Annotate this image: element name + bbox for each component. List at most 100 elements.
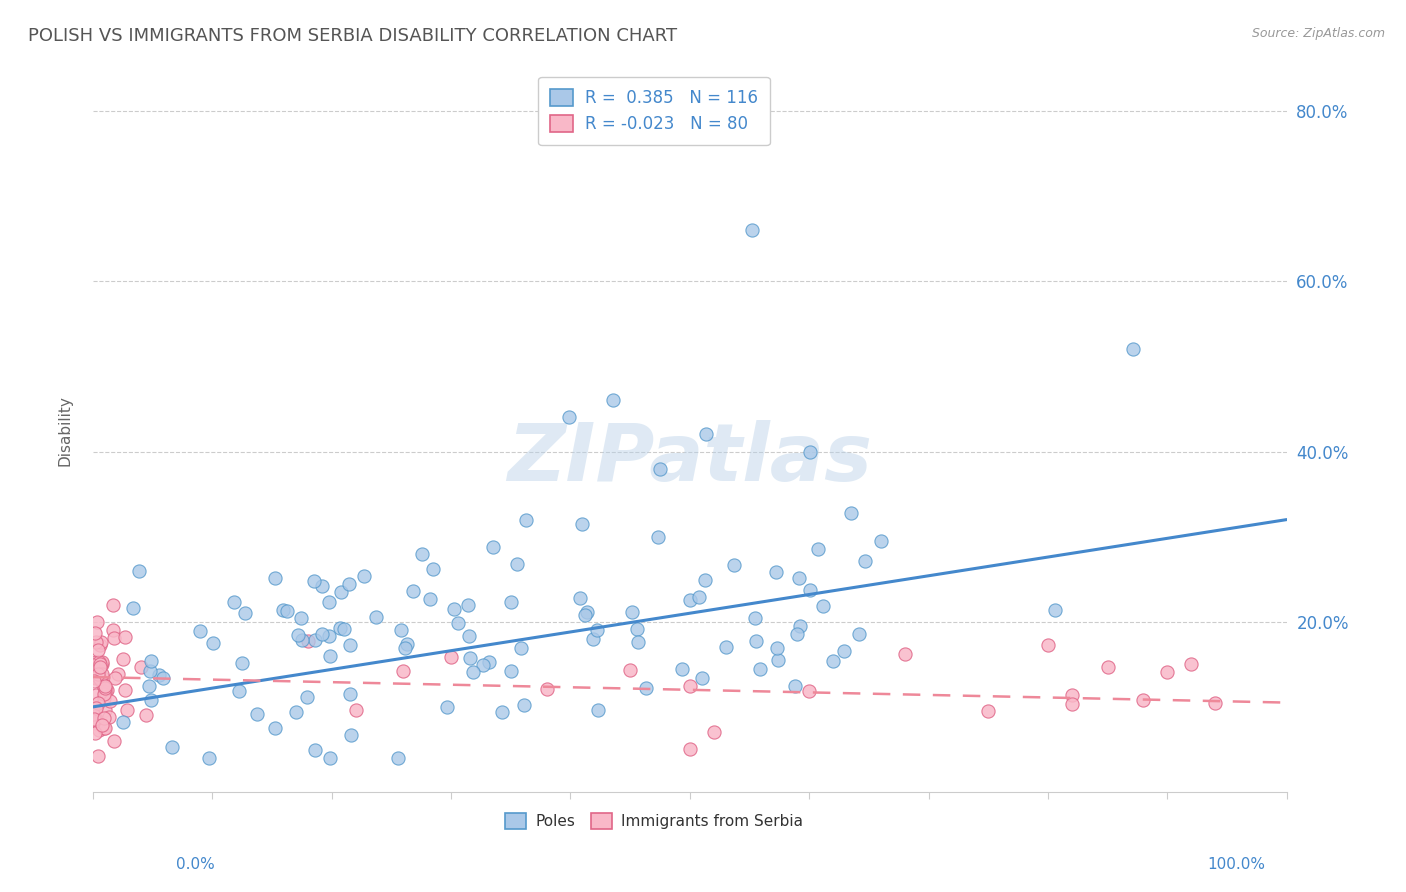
Point	[501, 595, 523, 609]
Point	[82, 657, 104, 672]
Point	[93, 687, 115, 701]
Point	[98, 693, 121, 707]
Point	[391, 623, 413, 637]
Point	[823, 654, 845, 668]
Text: 0.0%: 0.0%	[176, 857, 215, 872]
Point	[387, 751, 409, 765]
Point	[834, 644, 856, 658]
Point	[86, 615, 108, 629]
Point	[304, 743, 326, 757]
Point	[112, 715, 135, 730]
Point	[114, 631, 136, 645]
Point	[89, 659, 111, 673]
Point	[783, 679, 806, 693]
Point	[84, 625, 107, 640]
Point	[290, 611, 312, 625]
Point	[499, 665, 522, 679]
Point	[472, 658, 495, 673]
Text: 100.0%: 100.0%	[1208, 857, 1265, 872]
Point	[679, 742, 702, 756]
Point	[162, 739, 184, 754]
Point	[86, 668, 108, 682]
Point	[723, 558, 745, 572]
Point	[84, 671, 107, 685]
Point	[1060, 698, 1083, 712]
Text: POLISH VS IMMIGRANTS FROM SERBIA DISABILITY CORRELATION CHART: POLISH VS IMMIGRANTS FROM SERBIA DISABIL…	[28, 27, 678, 45]
Point	[93, 685, 115, 699]
Point	[848, 627, 870, 641]
Point	[318, 629, 340, 643]
Point	[96, 682, 118, 697]
Point	[83, 716, 105, 731]
Point	[744, 611, 766, 625]
Point	[422, 562, 444, 576]
Point	[94, 679, 117, 693]
Point	[103, 624, 125, 638]
Point	[482, 541, 505, 555]
Point	[90, 667, 112, 681]
Point	[1121, 343, 1143, 357]
Point	[1060, 688, 1083, 702]
Point	[103, 631, 125, 645]
Point	[90, 634, 112, 648]
Point	[89, 657, 111, 671]
Point	[94, 703, 117, 717]
Point	[506, 557, 529, 571]
Point	[285, 705, 308, 719]
Point	[82, 707, 104, 722]
Point	[264, 721, 287, 735]
Point	[690, 671, 713, 685]
Point	[304, 574, 326, 588]
Point	[329, 621, 352, 635]
Point	[93, 711, 115, 725]
Point	[695, 427, 717, 442]
Point	[602, 393, 624, 408]
Point	[440, 649, 463, 664]
Point	[103, 734, 125, 748]
Point	[87, 642, 110, 657]
Point	[395, 637, 418, 651]
Point	[287, 628, 309, 642]
Point	[515, 513, 537, 527]
Point	[748, 662, 770, 676]
Point	[647, 530, 669, 544]
Point	[152, 671, 174, 685]
Point	[93, 721, 115, 735]
Point	[463, 665, 485, 679]
Point	[91, 657, 114, 672]
Point	[509, 640, 531, 655]
Point	[586, 624, 609, 638]
Point	[139, 692, 162, 706]
Point	[1043, 603, 1066, 617]
Point	[807, 542, 830, 557]
Point	[333, 622, 356, 636]
Point	[84, 688, 107, 702]
Point	[263, 571, 285, 585]
Text: Source: ZipAtlas.com: Source: ZipAtlas.com	[1251, 27, 1385, 40]
Point	[443, 602, 465, 616]
Point	[90, 718, 112, 732]
Point	[107, 666, 129, 681]
Point	[84, 726, 107, 740]
Point	[977, 704, 1000, 718]
Point	[394, 641, 416, 656]
Point	[291, 633, 314, 648]
Point	[582, 632, 605, 646]
Point	[634, 681, 657, 696]
Point	[679, 679, 702, 693]
Point	[86, 715, 108, 730]
Point	[571, 516, 593, 531]
Point	[457, 599, 479, 613]
Point	[893, 647, 915, 661]
Point	[141, 654, 163, 668]
Point	[1097, 660, 1119, 674]
Point	[89, 672, 111, 686]
Point	[319, 649, 342, 664]
Point	[1132, 693, 1154, 707]
Point	[650, 461, 672, 475]
Point	[1156, 665, 1178, 679]
Point	[558, 410, 581, 425]
Point	[276, 604, 298, 618]
Point	[536, 682, 558, 697]
Point	[87, 655, 110, 669]
